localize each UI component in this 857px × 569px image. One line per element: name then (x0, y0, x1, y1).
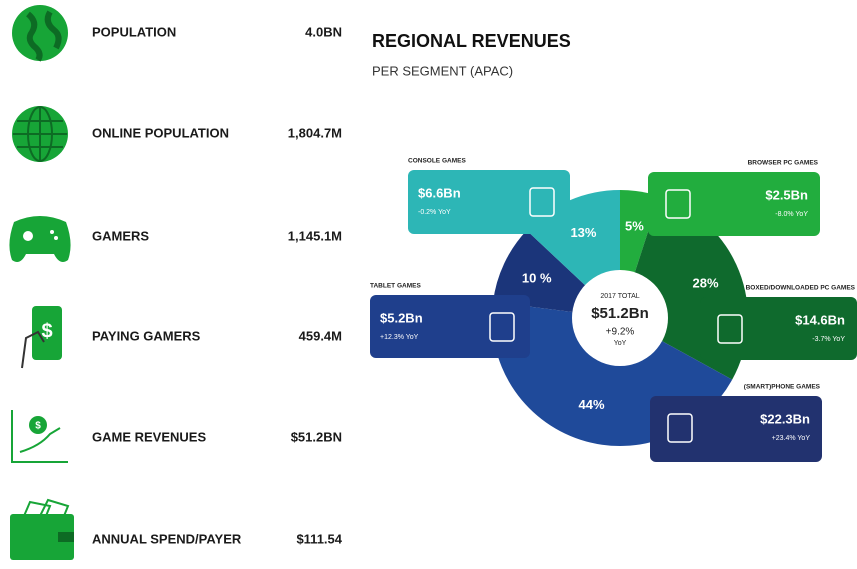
center-text: $51.2Bn (591, 305, 649, 322)
segment-yoy: +23.4% YoY (772, 435, 811, 442)
center-text: YoY (614, 340, 627, 347)
segment-card (648, 172, 820, 236)
chart-subtitle: PER SEGMENT (APAC) (372, 63, 513, 78)
icon-wallet (10, 498, 74, 560)
stat-value: $51.2BN (291, 429, 342, 444)
segment-icon (529, 187, 555, 217)
stat-label: GAMERS (92, 228, 149, 243)
segment-yoy: -0.2% YoY (418, 209, 451, 216)
segment-revenue: $22.3Bn (760, 411, 810, 426)
segment-name: BOXED/DOWNLOADED PC GAMES (746, 285, 856, 292)
icon-globe (12, 5, 68, 62)
segment-card (650, 396, 822, 462)
svg-text:$: $ (41, 320, 52, 342)
icon-gamepad (9, 216, 71, 262)
segment-card (408, 170, 570, 234)
chart-title: REGIONAL REVENUES (372, 31, 571, 51)
icon-chart: $ (11, 410, 68, 463)
segment-name: (SMART)PHONE GAMES (744, 384, 821, 391)
donut-hole (572, 270, 668, 366)
segment-icon (665, 189, 691, 219)
segment-yoy: -3.7% YoY (812, 336, 845, 343)
icon-phone-money: $ (21, 306, 62, 369)
slice-label: 5% (625, 219, 644, 234)
stat-label: PAYING GAMERS (92, 328, 201, 343)
segment-icon (667, 413, 693, 443)
stat-label: ONLINE POPULATION (92, 125, 229, 140)
stat-value: $111.54 (296, 531, 342, 546)
stat-label: ANNUAL SPEND/PAYER (92, 531, 242, 546)
center-text: +9.2% (606, 327, 635, 338)
center-text: 2017 TOTAL (600, 293, 639, 300)
stat-label: POPULATION (92, 24, 176, 39)
segment-name: CONSOLE GAMES (408, 158, 466, 165)
slice-label: 13% (570, 225, 596, 240)
segment-revenue: $2.5Bn (765, 187, 808, 202)
stat-value: 459.4M (299, 328, 342, 343)
segment-yoy: -8.0% YoY (775, 211, 808, 218)
stat-label: GAME REVENUES (92, 429, 206, 444)
segment-card (370, 295, 530, 358)
stat-value: 1,804.7M (288, 125, 342, 140)
slice-label: 44% (579, 397, 605, 412)
slice-label: 28% (693, 276, 719, 291)
segment-card (700, 297, 857, 360)
segment-icon (489, 312, 515, 342)
segment-revenue: $6.6Bn (418, 185, 461, 200)
slice-label: 10 % (522, 270, 552, 285)
segment-revenue: $14.6Bn (795, 312, 845, 327)
stat-value: 1,145.1M (288, 228, 342, 243)
stat-value: 4.0BN (305, 24, 342, 39)
segment-revenue: $5.2Bn (380, 310, 423, 325)
icon-web (12, 106, 68, 162)
segment-yoy: +12.3% YoY (380, 334, 419, 341)
segment-name: BROWSER PC GAMES (748, 160, 819, 167)
svg-text:$: $ (35, 421, 41, 432)
segment-name: TABLET GAMES (370, 283, 421, 290)
segment-icon (717, 314, 743, 344)
